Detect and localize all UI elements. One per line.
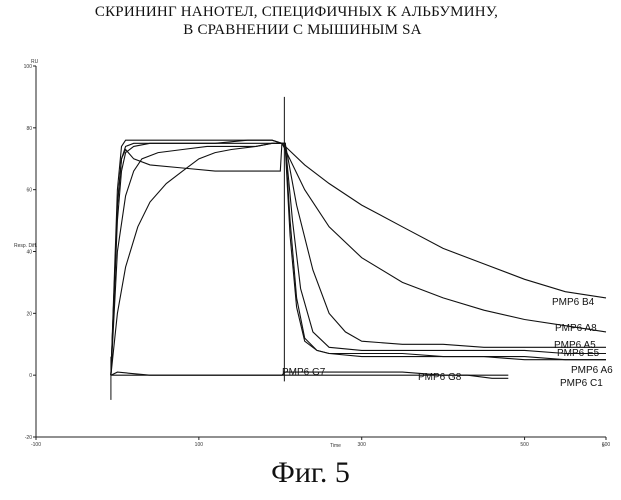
series-label-pmp6-a8: PMP6 A8 [555,323,597,334]
series-label-pmp6-g8: PMP6 G8 [418,372,462,383]
series-line-pmp6-e5 [111,143,606,375]
x-tick-label: -100 [31,442,41,448]
y-tick-label: 80 [26,126,32,132]
y-axis-label: Resp. Diff. [14,243,37,249]
series-line-pmp6-a8 [111,143,606,375]
series-label-pmp6-g7: PMP6 G7 [282,367,326,378]
series-line-pmp6-b4 [111,143,606,375]
series-label-pmp6-a6: PMP6 A6 [571,365,613,376]
x-tick-label: 500 [520,442,529,448]
y-tick-label: 60 [26,188,32,194]
y-unit-label: RU [31,59,39,65]
series-label-pmp6-c1: PMP6 C1 [560,378,603,389]
series-line-pmp6-a6 [111,143,606,375]
series-label-pmp6-b4: PMP6 B4 [552,297,595,308]
y-tick-label: 0 [29,373,32,379]
series-label-pmp6-e5: PMP6 E5 [557,348,600,359]
series-line-pmp6-a5 [111,140,606,375]
y-tick-label: 20 [26,311,32,317]
x-axis-label: Time [330,443,341,449]
figure-caption: Фиг. 5 [0,456,621,490]
axes [36,66,606,437]
y-tick-label: -20 [25,435,32,441]
x-tick-label: 100 [195,442,204,448]
x-tick-label: 300 [358,442,367,448]
y-tick-label: 40 [26,250,32,256]
